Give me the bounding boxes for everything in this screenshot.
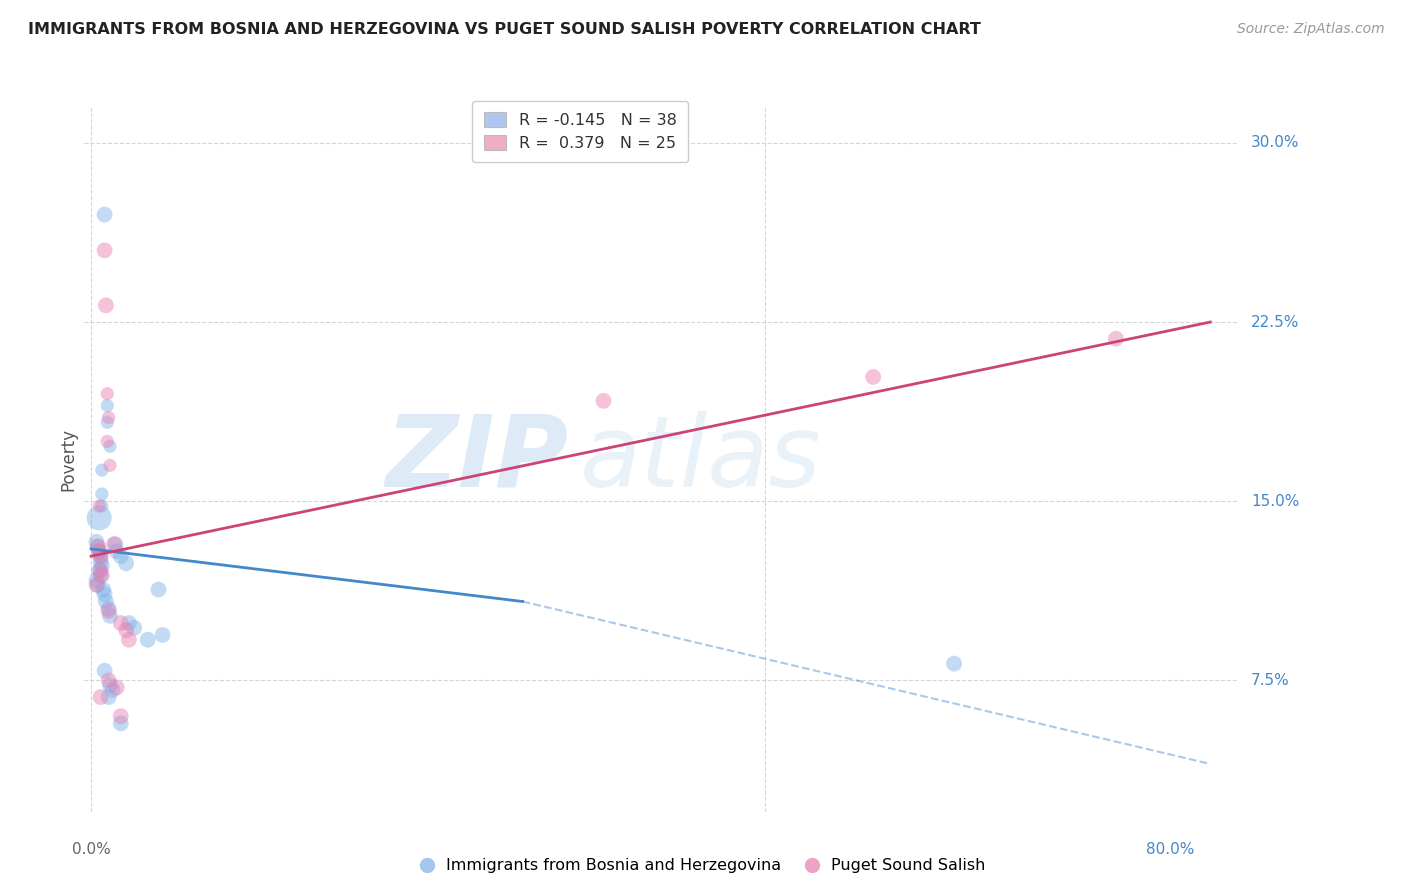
Point: [89, 544, 111, 558]
Point: [98, 608, 121, 623]
Point: [97, 410, 120, 425]
Point: [115, 623, 138, 637]
Point: [118, 632, 141, 647]
Point: [87, 540, 110, 554]
Point: [97, 604, 120, 618]
Legend: R = -0.145   N = 38, R =  0.379   N = 25: R = -0.145 N = 38, R = 0.379 N = 25: [472, 101, 688, 161]
Text: atlas: atlas: [581, 411, 821, 508]
Point: [93, 244, 115, 258]
Y-axis label: Poverty: Poverty: [59, 428, 77, 491]
Text: Source: ZipAtlas.com: Source: ZipAtlas.com: [1237, 22, 1385, 37]
Point: [90, 554, 112, 568]
Point: [96, 434, 118, 449]
Point: [96, 415, 118, 429]
Point: [98, 458, 121, 473]
Point: [97, 601, 120, 615]
Text: 7.5%: 7.5%: [1251, 673, 1289, 688]
Point: [90, 558, 112, 573]
Point: [862, 370, 884, 384]
Point: [104, 537, 127, 551]
Point: [90, 690, 112, 704]
Text: 0.0%: 0.0%: [72, 842, 111, 857]
Point: [96, 386, 118, 401]
Point: [98, 439, 121, 453]
Text: 22.5%: 22.5%: [1251, 315, 1299, 329]
Point: [97, 690, 120, 704]
Point: [94, 594, 117, 608]
Point: [90, 549, 112, 563]
Point: [110, 716, 132, 731]
Point: [94, 298, 117, 312]
Point: [110, 709, 132, 723]
Point: [136, 632, 159, 647]
Point: [89, 511, 111, 525]
Point: [98, 678, 121, 692]
Point: [90, 499, 112, 513]
Point: [90, 487, 112, 501]
Text: IMMIGRANTS FROM BOSNIA AND HERZEGOVINA VS PUGET SOUND SALISH POVERTY CORRELATION: IMMIGRANTS FROM BOSNIA AND HERZEGOVINA V…: [28, 22, 981, 37]
Point: [101, 682, 124, 697]
Point: [148, 582, 170, 597]
Text: 30.0%: 30.0%: [1251, 136, 1299, 151]
Text: 15.0%: 15.0%: [1251, 493, 1299, 508]
Point: [86, 573, 108, 587]
Point: [115, 556, 138, 570]
Point: [89, 544, 111, 558]
Point: [103, 537, 125, 551]
Text: ZIP: ZIP: [385, 411, 568, 508]
Legend: Immigrants from Bosnia and Herzegovina, Puget Sound Salish: Immigrants from Bosnia and Herzegovina, …: [415, 852, 991, 880]
Point: [592, 393, 614, 408]
Point: [90, 564, 112, 578]
Point: [90, 568, 112, 582]
Point: [1105, 332, 1128, 346]
Point: [93, 587, 115, 601]
Point: [89, 499, 111, 513]
Point: [90, 463, 112, 477]
Text: 80.0%: 80.0%: [1146, 842, 1194, 857]
Point: [152, 628, 174, 642]
Point: [91, 582, 114, 597]
Point: [110, 549, 132, 563]
Point: [110, 615, 132, 630]
Point: [105, 681, 128, 695]
Point: [118, 615, 141, 630]
Point: [943, 657, 966, 671]
Point: [87, 540, 110, 554]
Point: [90, 568, 112, 582]
Point: [122, 621, 145, 635]
Point: [96, 399, 118, 413]
Point: [97, 673, 120, 688]
Point: [86, 578, 108, 592]
Point: [87, 578, 110, 592]
Point: [86, 534, 108, 549]
Point: [93, 208, 115, 222]
Point: [93, 664, 115, 678]
Point: [90, 549, 112, 563]
Point: [105, 544, 128, 558]
Point: [89, 564, 111, 578]
